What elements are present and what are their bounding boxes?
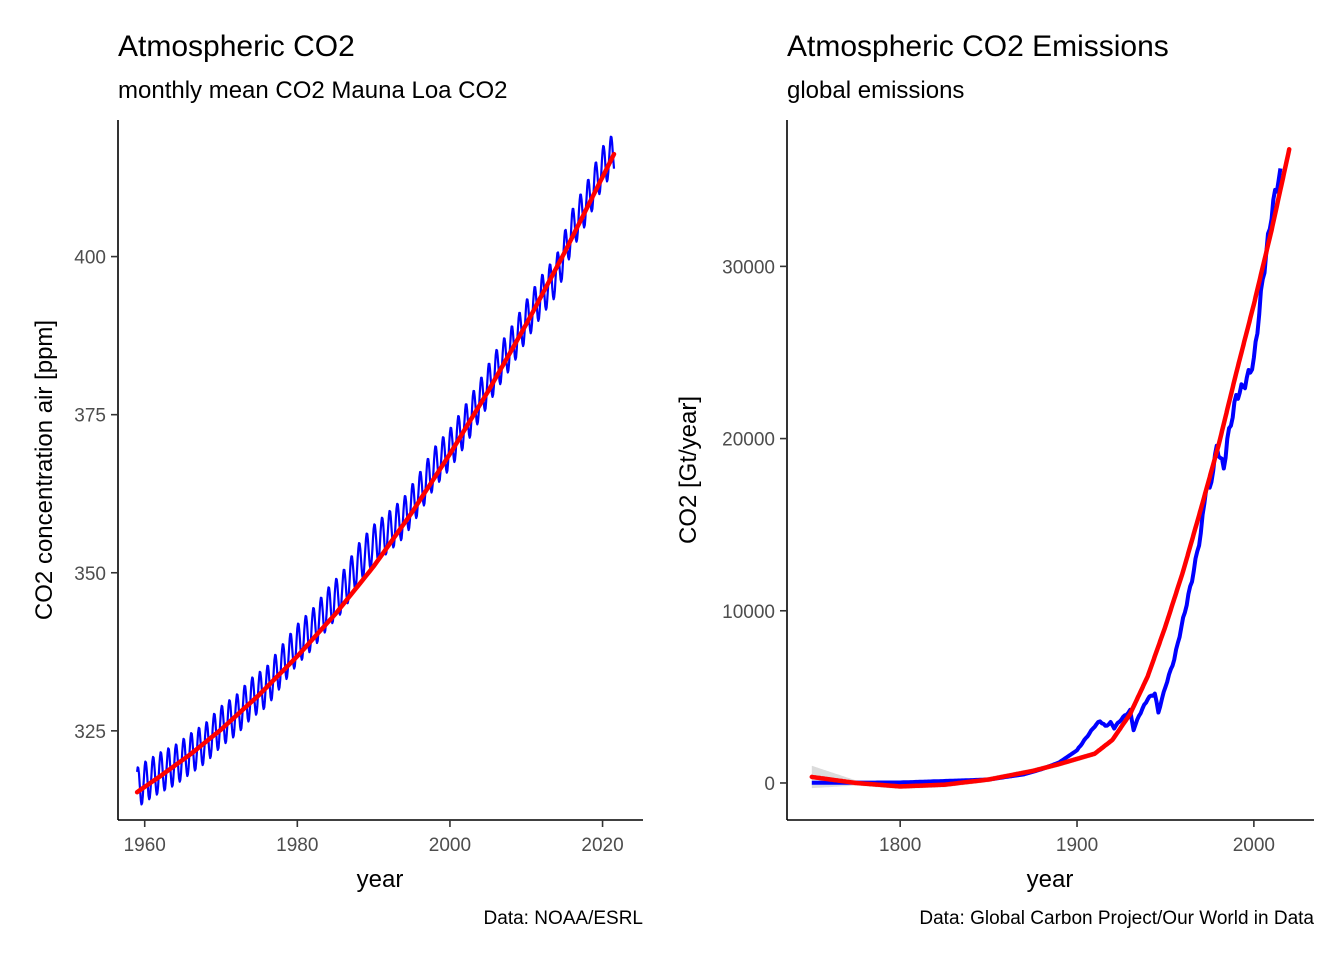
x-tick-label: 1960 xyxy=(124,835,166,856)
y-tick-label: 30000 xyxy=(722,257,775,278)
x-axis-title: year xyxy=(1027,866,1074,893)
x-tick-label: 2000 xyxy=(1233,835,1275,856)
y-tick-label: 0 xyxy=(764,774,775,795)
x-tick-label: 1800 xyxy=(879,835,921,856)
y-axis-title: CO2 [Gt/year] xyxy=(675,396,702,544)
x-tick-label: 2020 xyxy=(581,835,623,856)
y-tick-label: 350 xyxy=(74,564,106,585)
x-tick-label: 1980 xyxy=(276,835,318,856)
y-tick-label: 400 xyxy=(74,248,106,269)
y-tick-label: 10000 xyxy=(722,602,775,623)
panel-co2-emissions: Atmospheric CO2 Emissions global emissio… xyxy=(675,30,1314,929)
x-axis-title: year xyxy=(357,866,404,893)
chart-subtitle: monthly mean CO2 Mauna Loa CO2 xyxy=(118,77,508,104)
chart-title: Atmospheric CO2 Emissions xyxy=(787,30,1169,63)
x-tick-label: 2000 xyxy=(429,835,471,856)
y-tick-label: 375 xyxy=(74,406,106,427)
series-group xyxy=(134,135,617,806)
chart-caption: Data: Global Carbon Project/Our World in… xyxy=(919,908,1314,929)
series-group xyxy=(809,147,1292,789)
y-axis-title: CO2 concentration air [ppm] xyxy=(31,320,58,620)
y-tick-label: 325 xyxy=(74,722,106,743)
chart-caption: Data: NOAA/ESRL xyxy=(484,908,643,929)
series-line-fit xyxy=(134,151,617,795)
series-line-monthly xyxy=(136,135,616,806)
series-line-fit xyxy=(809,147,1292,789)
y-ticks: 325 350 375 400 xyxy=(74,248,118,743)
x-ticks: 1800 1900 2000 xyxy=(879,820,1275,856)
x-tick-label: 1900 xyxy=(1056,835,1098,856)
x-ticks: 1960 1980 2000 2020 xyxy=(124,820,624,856)
fit-confidence-band xyxy=(811,146,1290,789)
panel-co2-concentration: Atmospheric CO2 monthly mean CO2 Mauna L… xyxy=(31,30,643,929)
fit-band xyxy=(811,146,1290,789)
chart-subtitle: global emissions xyxy=(787,77,964,104)
chart-title: Atmospheric CO2 xyxy=(118,30,355,63)
y-ticks: 0 10000 20000 30000 xyxy=(722,257,787,795)
y-tick-label: 20000 xyxy=(722,430,775,451)
